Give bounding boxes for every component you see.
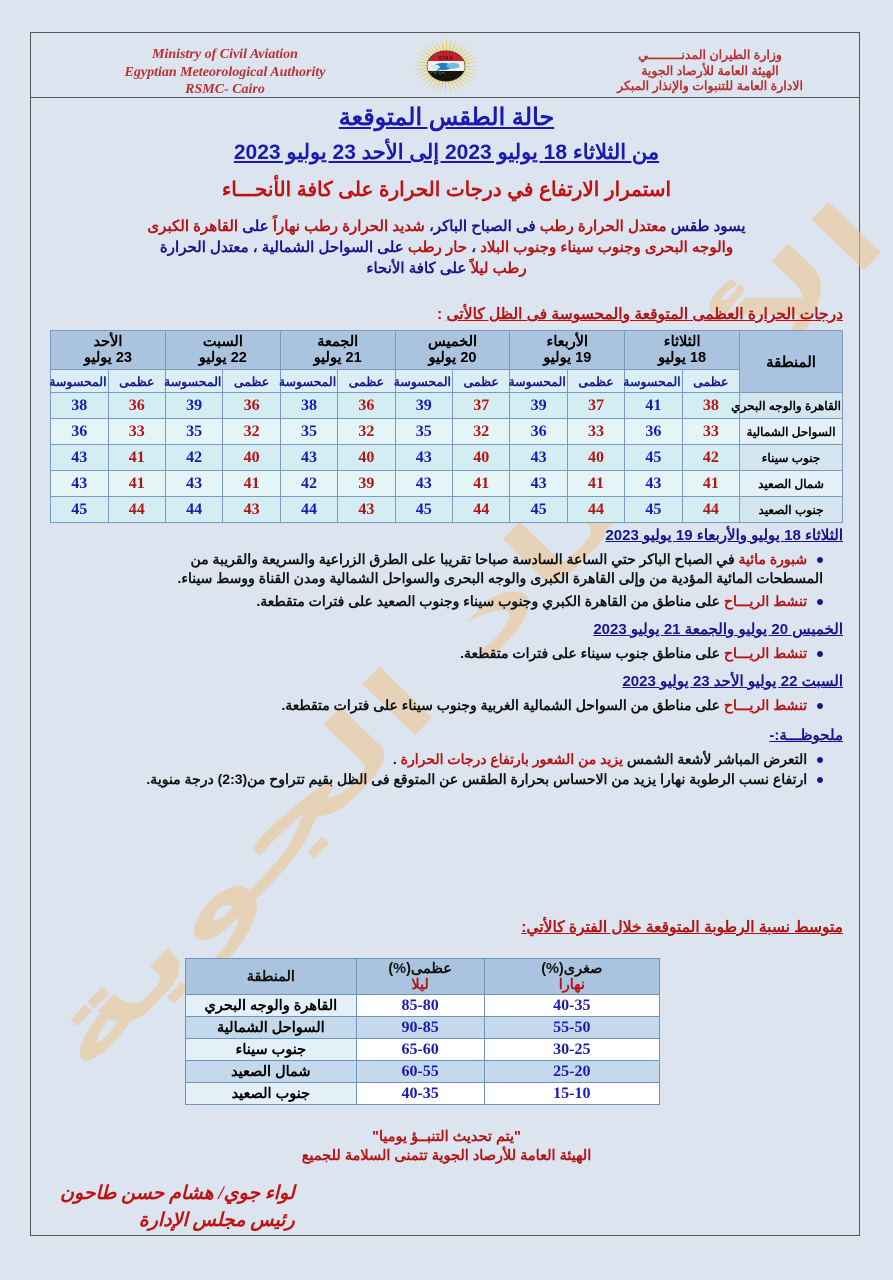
svg-text:EMA: EMA [439,56,453,62]
